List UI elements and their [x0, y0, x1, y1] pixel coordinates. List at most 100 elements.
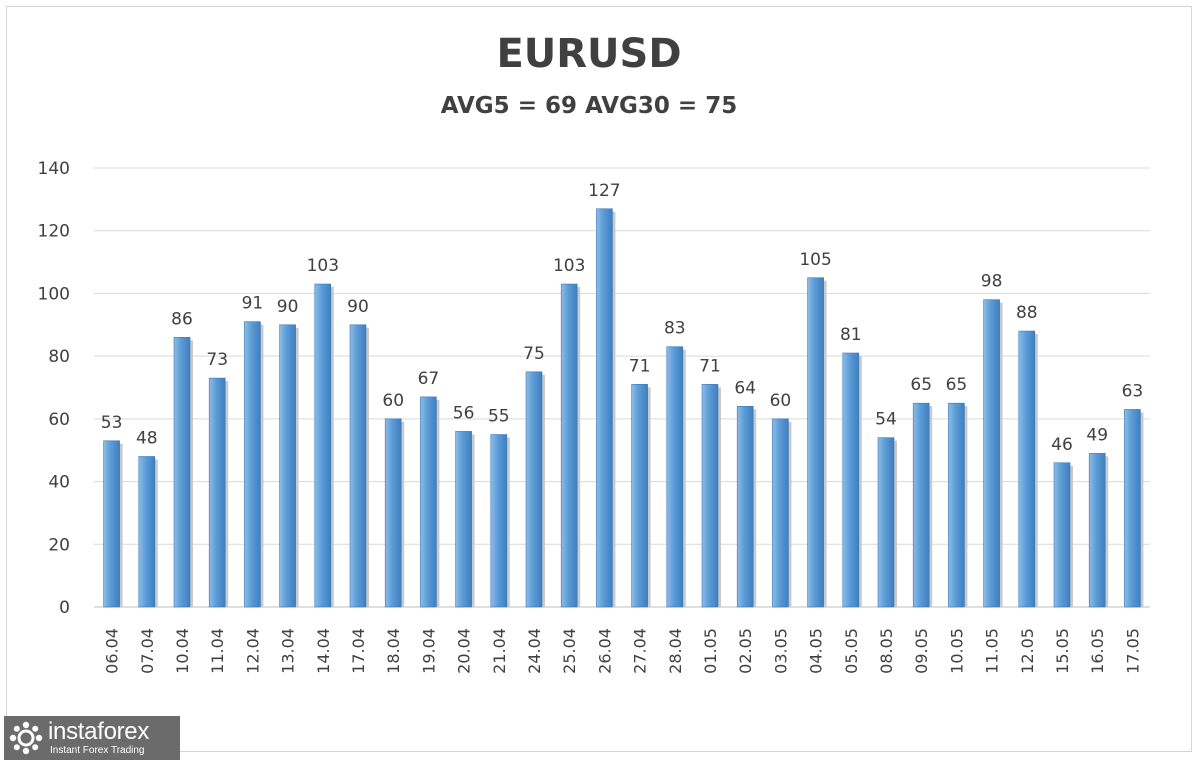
bar — [525, 371, 543, 608]
data-label: 91 — [242, 294, 264, 314]
y-tick-label: 40 — [48, 473, 70, 493]
bar — [208, 377, 226, 608]
y-tick-label: 0 — [59, 598, 70, 618]
y-tick-label: 100 — [38, 284, 70, 304]
x-tick-label: 26.04 — [595, 628, 614, 674]
data-label: 103 — [307, 256, 339, 276]
bar — [701, 384, 719, 608]
bar — [103, 440, 120, 608]
bar — [772, 418, 789, 608]
x-tick-label: 10.05 — [947, 628, 966, 674]
bar — [1053, 462, 1071, 608]
bar — [807, 277, 824, 608]
bar — [948, 402, 965, 608]
data-label: 49 — [1086, 425, 1108, 445]
x-tick-label: 08.05 — [877, 628, 896, 674]
y-tick-label: 60 — [48, 410, 70, 430]
y-axis-ticks: 0 20 40 60 80 100 120 140 — [38, 159, 70, 618]
bar — [349, 324, 367, 608]
x-tick-label: 12.05 — [1018, 628, 1037, 674]
bar — [138, 456, 156, 608]
bar — [596, 208, 613, 608]
x-tick-label: 14.04 — [314, 628, 333, 674]
x-tick-label: 01.05 — [701, 628, 720, 674]
data-label: 90 — [277, 297, 299, 317]
x-tick-label: 18.04 — [384, 628, 403, 674]
instaforex-watermark: instaforex Instant Forex Trading — [4, 716, 180, 760]
gridlines — [94, 167, 1150, 608]
x-tick-label: 24.04 — [525, 628, 544, 674]
x-tick-label: 27.04 — [631, 628, 650, 674]
bar — [490, 434, 508, 608]
data-label: 103 — [553, 256, 585, 276]
data-label: 71 — [629, 356, 651, 376]
x-tick-label: 16.05 — [1088, 628, 1107, 674]
x-tick-label: 17.05 — [1123, 628, 1142, 674]
data-label: 46 — [1051, 435, 1073, 455]
data-label: 88 — [1016, 303, 1038, 323]
data-label: 60 — [770, 391, 792, 411]
x-tick-label: 11.05 — [983, 628, 1002, 674]
bar — [560, 283, 578, 608]
bar — [631, 384, 648, 608]
x-tick-label: 03.05 — [771, 628, 790, 674]
data-label: 55 — [488, 407, 510, 427]
x-tick-label: 25.04 — [560, 628, 579, 674]
y-tick-label: 20 — [48, 535, 70, 555]
x-tick-label: 28.04 — [666, 628, 685, 674]
data-label: 73 — [206, 350, 228, 370]
data-label: 63 — [1122, 381, 1144, 401]
data-label: 90 — [347, 297, 369, 317]
bar — [1018, 330, 1036, 608]
data-labels: 53 48 86 73 91 90 103 90 60 67 56 55 75 103 127 71 83 71 6… — [101, 181, 1143, 455]
data-label: 71 — [699, 356, 721, 376]
watermark-tagline: Instant Forex Trading — [50, 745, 145, 756]
bar — [173, 337, 191, 608]
bar — [666, 346, 684, 608]
x-tick-label: 20.04 — [455, 628, 474, 674]
data-label: 60 — [382, 391, 404, 411]
bar — [912, 402, 930, 608]
x-tick-label: 06.04 — [103, 628, 122, 674]
chart-subtitle: AVG5 = 69 AVG30 = 75 — [441, 93, 737, 119]
data-label: 81 — [840, 325, 862, 345]
x-tick-label: 05.05 — [842, 628, 861, 674]
x-tick-label: 19.04 — [419, 628, 438, 674]
bar — [384, 418, 402, 608]
bar — [842, 352, 860, 608]
data-label: 54 — [875, 410, 897, 430]
data-label: 64 — [734, 378, 756, 398]
bars — [103, 208, 1144, 608]
bar — [279, 324, 296, 608]
x-tick-label: 11.04 — [208, 628, 227, 674]
data-label: 127 — [588, 181, 620, 201]
y-tick-label: 80 — [48, 347, 70, 367]
watermark-name: instaforex — [48, 718, 150, 745]
data-label: 67 — [418, 369, 440, 389]
x-axis-ticks: 06.04 07.04 10.04 11.04 12.04 13.04 14.04 17.04… — [103, 628, 1143, 674]
data-label: 75 — [523, 344, 545, 364]
bar — [983, 299, 1000, 608]
data-label: 53 — [101, 413, 123, 433]
x-tick-label: 17.04 — [349, 628, 368, 674]
x-tick-label: 04.05 — [807, 628, 826, 674]
x-tick-label: 07.04 — [138, 628, 157, 674]
x-tick-label: 15.05 — [1053, 628, 1072, 674]
data-label: 105 — [799, 250, 831, 270]
x-tick-label: 21.04 — [490, 628, 509, 674]
data-label: 65 — [946, 375, 968, 395]
chart-title: EURUSD — [496, 31, 681, 77]
data-label: 56 — [453, 403, 475, 423]
data-label: 83 — [664, 319, 686, 339]
data-label: 48 — [136, 428, 158, 448]
x-tick-label: 12.04 — [243, 628, 262, 674]
bar — [1088, 453, 1106, 608]
bar — [420, 396, 437, 608]
instaforex-logo-icon — [9, 721, 43, 755]
data-label: 65 — [910, 375, 932, 395]
bar — [455, 431, 472, 608]
data-label: 86 — [171, 309, 193, 329]
x-tick-label: 09.05 — [912, 628, 931, 674]
y-tick-label: 120 — [38, 222, 70, 242]
